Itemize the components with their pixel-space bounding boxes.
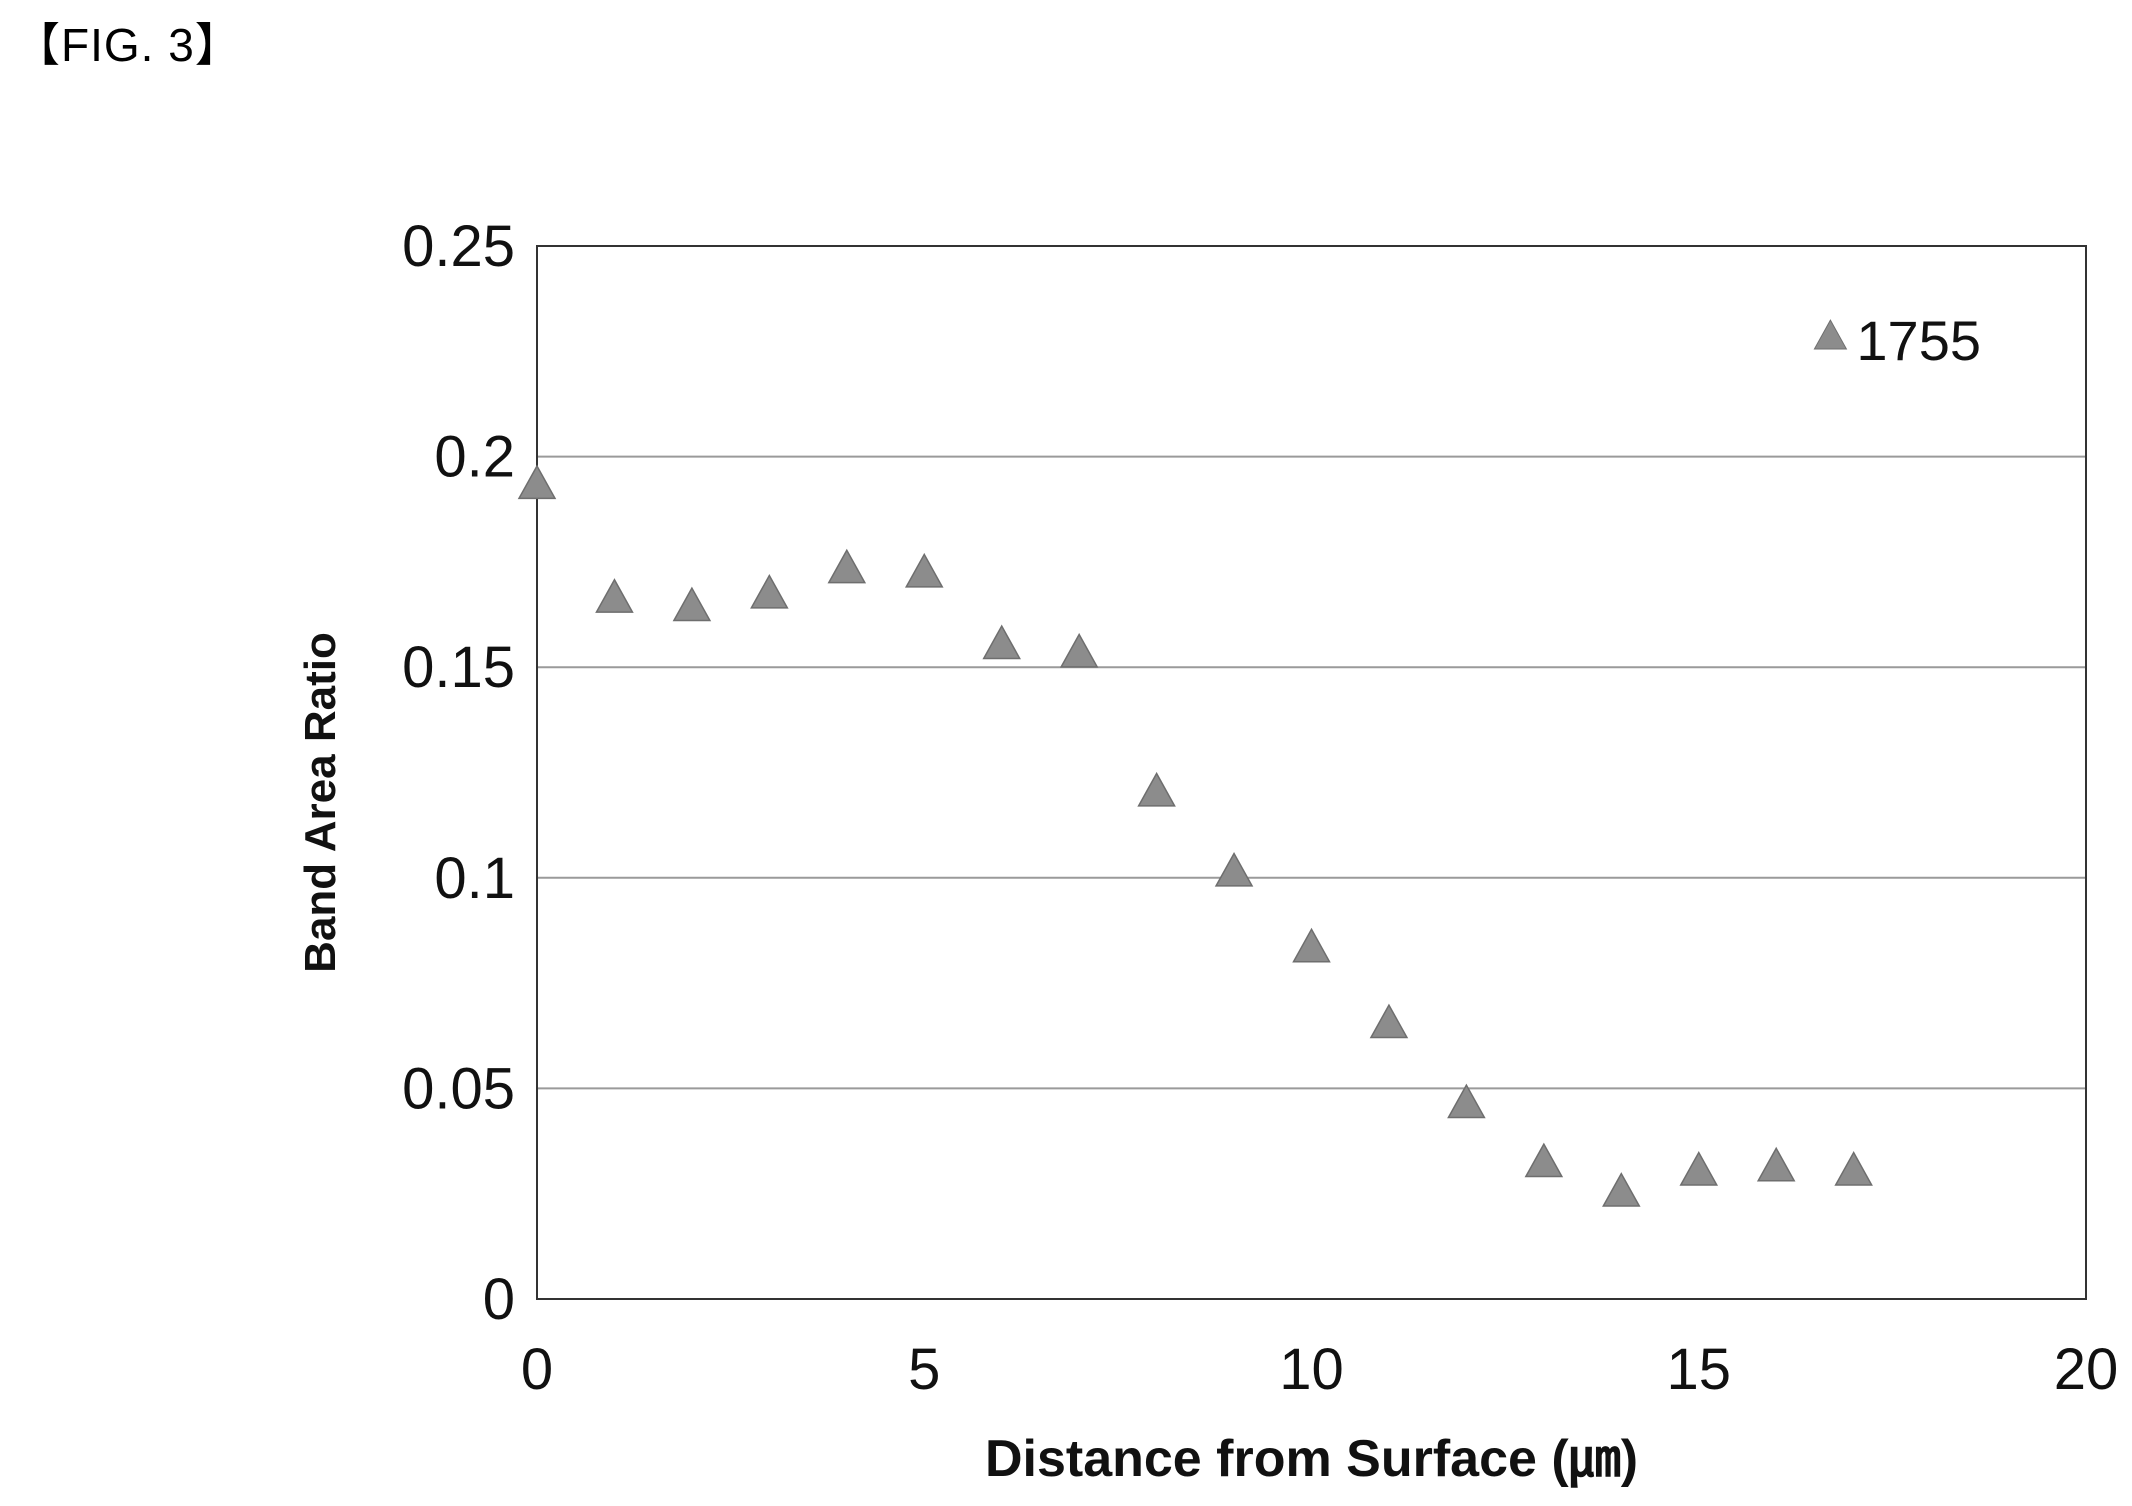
data-point bbox=[1756, 1146, 1796, 1182]
data-point bbox=[1602, 1172, 1641, 1207]
data-point bbox=[1834, 1151, 1873, 1186]
legend-marker bbox=[1813, 319, 1848, 350]
y-tick-label: 0.25 bbox=[402, 214, 515, 279]
data-point bbox=[1679, 1151, 1719, 1186]
x-tick-label: 5 bbox=[908, 1337, 940, 1402]
data-point bbox=[904, 552, 944, 588]
plot-area bbox=[536, 245, 2087, 1300]
legend-label: 1755 bbox=[1856, 309, 1981, 372]
y-tick-label: 0.2 bbox=[434, 425, 515, 490]
x-axis-ticks: 0 5 10 15 20 bbox=[521, 1337, 2118, 1402]
y-tick-label: 0.05 bbox=[402, 1056, 515, 1121]
figure-label: 【FIG. 3】 bbox=[14, 19, 242, 71]
data-point bbox=[672, 586, 712, 622]
y-axis-ticks: 0 0.05 0.1 0.15 0.2 0.25 bbox=[402, 214, 515, 1332]
y-tick-label: 0.1 bbox=[434, 846, 515, 911]
data-point bbox=[595, 578, 634, 613]
x-tick-label: 0 bbox=[521, 1337, 553, 1402]
x-tick-label: 10 bbox=[1279, 1337, 1344, 1402]
data-point bbox=[1137, 771, 1176, 807]
y-axis-title: Band Area Ratio bbox=[296, 632, 345, 973]
legend: 1755 bbox=[1813, 309, 1981, 372]
data-point bbox=[750, 573, 789, 609]
x-tick-label: 15 bbox=[1666, 1337, 1731, 1402]
data-point bbox=[1524, 1142, 1564, 1178]
data-point bbox=[1369, 1003, 1409, 1039]
data-point bbox=[1059, 632, 1099, 668]
x-tick-label: 20 bbox=[2054, 1337, 2119, 1402]
data-point bbox=[1292, 927, 1331, 963]
gridlines bbox=[537, 455, 2086, 1090]
x-axis-title: Distance from Surface (㎛) bbox=[985, 1430, 1638, 1488]
data-point bbox=[982, 624, 1021, 660]
data-point bbox=[827, 548, 867, 584]
data-point bbox=[517, 464, 557, 500]
y-tick-label: 0 bbox=[483, 1267, 515, 1332]
y-tick-label: 0.15 bbox=[402, 635, 515, 700]
data-point bbox=[1214, 851, 1254, 887]
data-points bbox=[517, 464, 1873, 1207]
data-point bbox=[1447, 1083, 1486, 1119]
